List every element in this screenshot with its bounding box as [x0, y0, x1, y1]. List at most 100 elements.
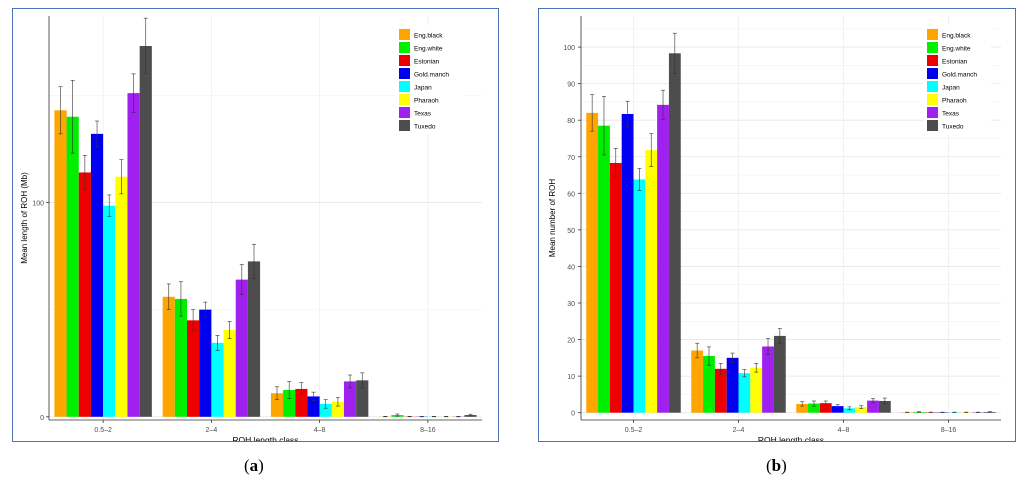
bar-estonian: [609, 162, 622, 413]
bar-texas: [867, 400, 879, 413]
bar-tuxedo: [247, 261, 261, 417]
bar-estonian: [78, 172, 91, 417]
legend-label: Pharaoh: [414, 98, 439, 105]
bar-estonian: [714, 368, 727, 413]
legend-label: Japan: [414, 85, 432, 92]
legend-label: Tuxedo: [942, 124, 964, 131]
x-tick-label: 2–4: [733, 427, 745, 434]
x-tick-label: 8–16: [420, 427, 436, 434]
bar-eng-black: [691, 350, 704, 413]
bar-estonian: [819, 403, 832, 413]
x-tick-label: 4–8: [314, 427, 326, 434]
chart-a: 0 100 0.5–2 2–4 4–8 8–16 ROH length class Mean …: [20, 16, 482, 445]
bar-eng-black: [162, 296, 175, 417]
legend-label: Tuxedo: [414, 124, 436, 131]
legend-swatch: [399, 29, 410, 40]
bar-estonian: [187, 320, 200, 417]
bar-japan: [843, 408, 856, 413]
legend-label: Eng.black: [414, 33, 443, 40]
bar-gold-manch: [726, 357, 739, 413]
legend-label: Pharaoh: [942, 98, 967, 105]
bar-japan: [103, 205, 116, 417]
chart-b: 0 10 20 30 40 50 60 70 80 90 100 0.5–2 2–4 4–8 8–16 ROH…: [548, 16, 1001, 445]
y-tick-label: 60: [567, 191, 575, 198]
panel-a-frame: 0 100 0.5–2 2–4 4–8 8–16 ROH length class Mean …: [12, 8, 499, 445]
legend-box: [395, 25, 465, 135]
bar-gold-manch: [307, 396, 320, 417]
legend-swatch: [399, 94, 410, 105]
x-tick-label: 0.5–2: [625, 427, 643, 434]
bar-gold-manch: [90, 133, 104, 417]
legend-swatch: [927, 42, 938, 53]
bar-gold-manch: [831, 406, 844, 413]
y-tick-label: 10: [567, 374, 575, 381]
bar-pharaoh: [750, 367, 763, 413]
legend-swatch: [399, 42, 410, 53]
bar-tuxedo: [139, 46, 152, 417]
legend-swatch: [927, 107, 938, 118]
legend-label: Texas: [942, 111, 960, 118]
y-tick-label: 0: [571, 411, 575, 418]
legend-label: Texas: [414, 111, 432, 118]
legend-swatch: [399, 120, 410, 131]
legend-swatch: [399, 81, 410, 92]
bar-gold-manch: [621, 113, 634, 413]
y-tick-label: 30: [567, 301, 575, 308]
legend-swatch: [399, 55, 410, 66]
y-tick-label: 100: [32, 200, 44, 207]
y-tick-label: 90: [567, 82, 575, 89]
legend-swatch: [927, 68, 938, 79]
bar-estonian: [295, 388, 308, 417]
bar-japan: [319, 403, 332, 417]
y-axis-title: Mean number of ROH: [548, 179, 557, 257]
bar-pharaoh: [223, 329, 236, 417]
bar-texas: [762, 346, 774, 413]
bar-texas: [657, 104, 669, 413]
y-tick-label: 0: [40, 415, 44, 422]
y-axis-title: Mean length of ROH (Mb): [20, 172, 29, 264]
legend-label: Gold.manch: [414, 72, 449, 79]
legend-swatch: [927, 120, 938, 131]
x-tick-label: 8–16: [941, 427, 957, 434]
legend-label: Japan: [942, 85, 960, 92]
y-tick-label: 70: [567, 155, 575, 162]
legend-label: Estonian: [942, 59, 968, 66]
bar-eng-black: [54, 110, 67, 417]
bar-gold-manch: [199, 309, 212, 417]
legend-label: Estonian: [414, 59, 440, 66]
legend-swatch: [927, 55, 938, 66]
legend-label: Eng.black: [942, 33, 971, 40]
bar-tuxedo: [668, 53, 681, 413]
legend-label: Eng.white: [414, 46, 443, 53]
legend-swatch: [399, 107, 410, 118]
y-tick-label: 40: [567, 264, 575, 271]
bar-eng-black: [270, 393, 284, 417]
y-tick-label: 80: [567, 118, 575, 125]
y-tick-label: 100: [563, 45, 575, 52]
bar-texas: [343, 381, 357, 417]
bar-japan: [633, 179, 646, 413]
y-tick-label: 20: [567, 338, 575, 345]
bar-eng-white: [174, 298, 188, 417]
bar-eng-white: [808, 403, 820, 413]
bar-eng-white: [598, 125, 610, 413]
x-tick-label: 4–8: [838, 427, 850, 434]
legend-swatch: [927, 94, 938, 105]
caption-a: (a): [244, 456, 264, 475]
x-axis-title: ROH length class: [232, 435, 298, 441]
bar-tuxedo: [356, 380, 369, 417]
bar-eng-white: [66, 116, 79, 417]
bar-pharaoh: [115, 176, 128, 417]
x-axis-title: ROH length class: [758, 435, 824, 441]
caption-b: (b): [766, 456, 787, 475]
bar-pharaoh: [645, 150, 658, 413]
legend-swatch: [399, 68, 410, 79]
bar-texas: [127, 93, 140, 417]
legend-swatch: [927, 29, 938, 40]
bar-eng-white: [703, 356, 715, 413]
panel-b-frame: 0 10 20 30 40 50 60 70 80 90 100 0.5–2 2–4 4–8 8–16 ROH…: [538, 8, 1016, 445]
legend-label: Eng.white: [942, 46, 971, 53]
bar-pharaoh: [855, 407, 868, 413]
bar-texas: [235, 279, 248, 417]
bar-tuxedo: [878, 400, 891, 413]
